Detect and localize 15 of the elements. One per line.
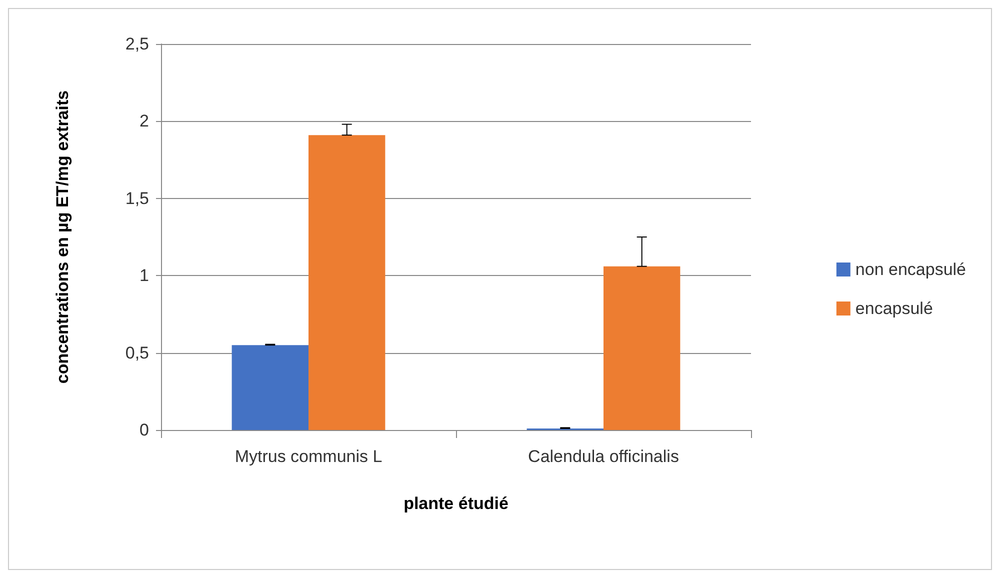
x-tick-label: Mytrus communis L bbox=[234, 447, 382, 466]
y-axis-title: concentrations en µg ET/mg extraits bbox=[53, 90, 72, 384]
bar bbox=[604, 266, 680, 430]
y-tick-label: 0,5 bbox=[125, 343, 149, 362]
y-tick-label: 2 bbox=[140, 112, 149, 131]
y-tick-label: 1,5 bbox=[125, 188, 149, 208]
x-tick-label: Calendula officinalis bbox=[528, 447, 679, 466]
y-tick-label: 2,5 bbox=[125, 34, 149, 54]
x-axis-title: plante étudié bbox=[404, 494, 508, 513]
bar bbox=[232, 345, 308, 430]
legend-label: non encapsulé bbox=[855, 260, 966, 279]
y-tick-label: 1 bbox=[140, 266, 149, 286]
y-tick-label: 0 bbox=[140, 420, 149, 440]
legend-label: encapsulé bbox=[855, 299, 933, 318]
bar bbox=[308, 135, 386, 430]
